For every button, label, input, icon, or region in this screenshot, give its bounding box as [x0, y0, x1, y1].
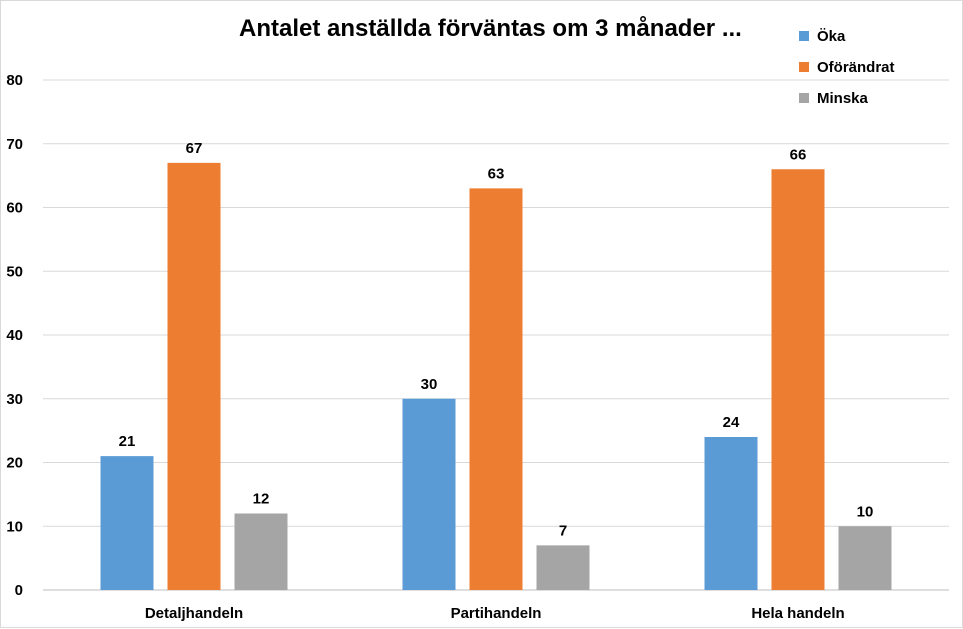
y-tick-label: 80	[6, 72, 23, 89]
data-label: 10	[857, 503, 874, 520]
data-label: 12	[253, 491, 270, 508]
y-tick-label: 20	[6, 455, 23, 472]
y-tick-label: 0	[15, 582, 23, 599]
bar	[167, 162, 221, 590]
legend-label: Oförändrat	[817, 59, 895, 76]
y-tick-label: 50	[6, 263, 23, 280]
bar	[704, 437, 758, 590]
x-tick-label: Partihandeln	[451, 605, 542, 622]
bar	[234, 513, 288, 590]
legend-swatch	[799, 31, 809, 41]
data-label: 67	[186, 140, 203, 157]
legend-swatch	[799, 62, 809, 72]
legend-label: Öka	[817, 28, 846, 45]
data-label: 63	[488, 165, 505, 182]
x-tick-label: Hela handeln	[751, 605, 844, 622]
bar	[402, 398, 456, 590]
chart-title: Antalet anställda förväntas om 3 månader…	[239, 15, 742, 42]
data-label: 24	[723, 414, 740, 431]
y-tick-label: 60	[6, 200, 23, 217]
bar	[469, 188, 523, 590]
y-tick-label: 30	[6, 391, 23, 408]
bar	[771, 169, 825, 590]
bar	[100, 456, 154, 590]
data-label: 7	[559, 522, 567, 539]
data-label: 30	[421, 376, 438, 393]
bar	[838, 526, 892, 590]
legend-label: Minska	[817, 90, 869, 107]
legend-swatch	[799, 93, 809, 103]
bar	[536, 545, 590, 590]
y-tick-label: 10	[6, 518, 23, 535]
y-tick-label: 70	[6, 136, 23, 153]
y-tick-label: 40	[6, 327, 23, 344]
data-label: 21	[119, 433, 136, 450]
data-label: 66	[790, 146, 807, 163]
x-tick-label: Detaljhandeln	[145, 605, 243, 622]
